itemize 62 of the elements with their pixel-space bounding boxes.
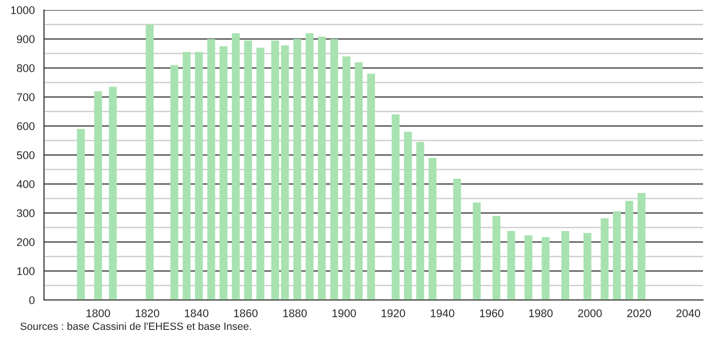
bar <box>244 40 252 300</box>
bar <box>207 39 216 300</box>
bar <box>367 74 375 300</box>
bar <box>330 39 338 300</box>
bar <box>220 46 228 300</box>
y-tick-label: 100 <box>17 267 35 276</box>
y-tick-label: 800 <box>16 64 35 72</box>
bar <box>392 114 400 300</box>
bar <box>108 86 117 300</box>
x-tick-label: 1960 <box>480 309 504 318</box>
x-tick-label: 1980 <box>529 309 553 318</box>
y-tick-label: 600 <box>17 122 35 130</box>
y-tick-label: 500 <box>16 151 35 160</box>
y-tick-label: 700 <box>17 93 35 102</box>
x-tick-label: 2040 <box>676 309 700 318</box>
bar <box>428 158 436 300</box>
x-tick-label: 1840 <box>184 309 208 318</box>
x-tick-label: 1920 <box>382 309 406 318</box>
bar <box>638 192 646 300</box>
bar <box>404 132 412 300</box>
bar <box>256 48 264 300</box>
bar <box>76 128 85 300</box>
bar <box>472 202 481 300</box>
bar <box>416 142 424 300</box>
bar <box>232 33 240 300</box>
bar <box>524 235 532 300</box>
bar <box>342 56 350 300</box>
y-tick-label: 400 <box>16 180 35 188</box>
x-tick-label: 2020 <box>627 309 651 318</box>
y-tick-label: 200 <box>16 238 35 246</box>
x-tick-label: 2000 <box>578 309 602 318</box>
bar <box>625 200 634 300</box>
bar <box>271 40 280 300</box>
bar <box>561 230 570 300</box>
source-note: Sources : base Cassini de l'EHESS et base Insee. <box>20 322 251 330</box>
bar <box>583 233 592 300</box>
x-tick-label: 1900 <box>332 309 356 318</box>
bar <box>600 218 609 300</box>
bar <box>318 36 326 300</box>
bar <box>94 91 102 300</box>
x-tick-label: 1820 <box>136 309 160 318</box>
y-tick-label: 0 <box>29 296 35 304</box>
y-tick-label: 1000 <box>11 6 35 14</box>
x-tick-label: 1860 <box>234 309 258 318</box>
bar <box>613 211 621 300</box>
bar <box>281 45 289 300</box>
bar <box>507 230 516 300</box>
bar <box>146 24 154 300</box>
bar <box>354 62 363 300</box>
bar <box>182 52 191 300</box>
bar <box>170 65 178 300</box>
x-tick-label: 1800 <box>86 309 110 318</box>
x-tick-label: 1940 <box>430 309 454 318</box>
bar <box>453 178 462 300</box>
bar <box>293 39 302 300</box>
bar <box>306 33 314 300</box>
bar <box>542 237 550 300</box>
x-tick-label: 1880 <box>283 309 307 318</box>
y-tick-label: 300 <box>16 209 35 218</box>
bar <box>194 52 203 300</box>
bar <box>492 216 500 300</box>
y-tick-label: 900 <box>16 35 35 44</box>
